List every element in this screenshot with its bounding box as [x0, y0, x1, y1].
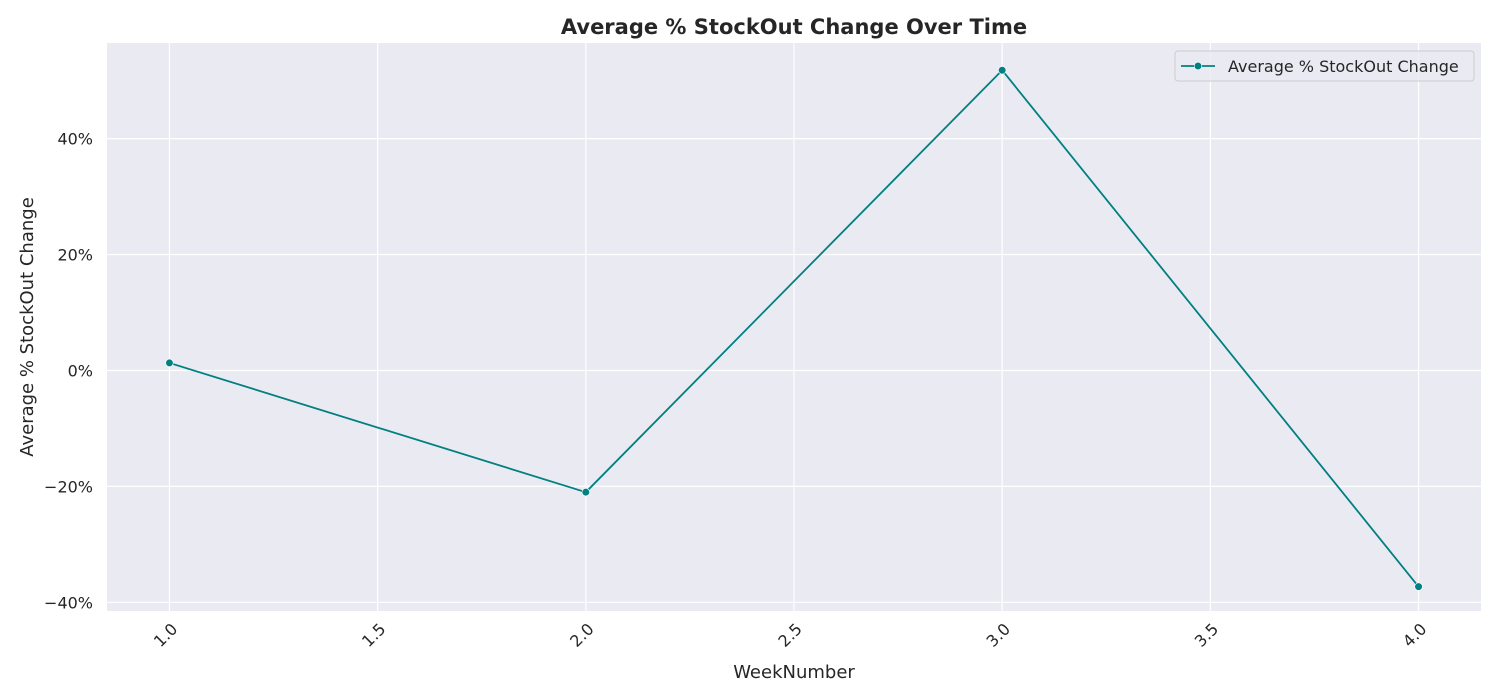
data-point	[581, 488, 590, 497]
data-point	[998, 66, 1007, 75]
y-tick-label: 0%	[68, 361, 93, 380]
legend-box	[1174, 50, 1475, 82]
x-tick-label: 3.5	[1191, 619, 1222, 650]
data-point	[1414, 582, 1423, 591]
y-gridlines	[107, 138, 1481, 603]
y-axis-label: Average % StockOut Change	[17, 197, 38, 457]
y-tick-labels: −40% −20% 0% 20% 40%	[44, 130, 93, 613]
x-tick-label: 1.5	[358, 619, 389, 650]
y-tick-label: 20%	[57, 246, 93, 265]
x-tick-label: 4.0	[1399, 619, 1430, 650]
x-tick-label: 3.0	[983, 619, 1014, 650]
x-tick-label: 2.5	[774, 619, 805, 650]
x-tick-label: 2.0	[566, 619, 597, 650]
x-gridlines	[168, 43, 1420, 611]
chart-title: Average % StockOut Change Over Time	[561, 15, 1027, 39]
series-line	[169, 69, 1420, 588]
legend-marker-swatch	[1193, 61, 1203, 71]
legend: Average % StockOut Change	[1174, 50, 1475, 82]
y-tick-label: −20%	[44, 477, 93, 496]
x-axis-label: WeekNumber	[733, 662, 855, 683]
series-layer	[165, 66, 1423, 591]
y-tick-label: 40%	[57, 130, 93, 149]
y-tick-label: −40%	[44, 593, 93, 612]
data-point	[165, 358, 174, 368]
legend-entry-label: Average % StockOut Change	[1228, 57, 1459, 76]
x-tick-label: 1.0	[150, 619, 181, 650]
x-tick-labels: 1.0 1.5 2.0 2.5 3.0 3.5 4.0	[150, 619, 1431, 650]
